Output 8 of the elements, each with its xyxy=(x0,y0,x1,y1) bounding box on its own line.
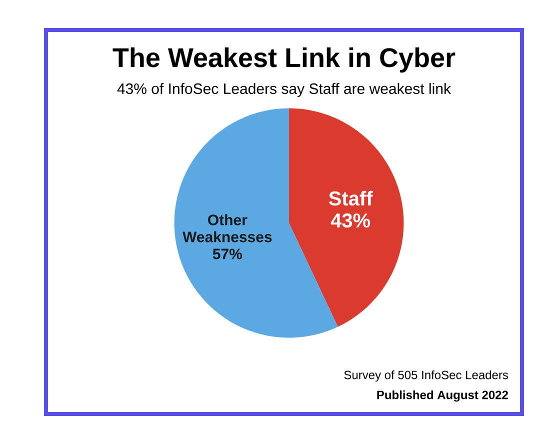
text: Published August 2022 xyxy=(377,390,508,402)
chart-title: The Weakest Link in Cyber xyxy=(112,47,456,73)
slice-label: Staff xyxy=(328,190,373,206)
data-label: 43% xyxy=(330,213,370,228)
slice-label: Other Weaknesses xyxy=(182,214,272,242)
data-label: 57% xyxy=(212,248,242,260)
chart-subtitle: 43% of InfoSec Leaders say Staff are weakest link xyxy=(117,83,452,97)
text: Survey of 505 InfoSec Leaders xyxy=(344,370,508,382)
